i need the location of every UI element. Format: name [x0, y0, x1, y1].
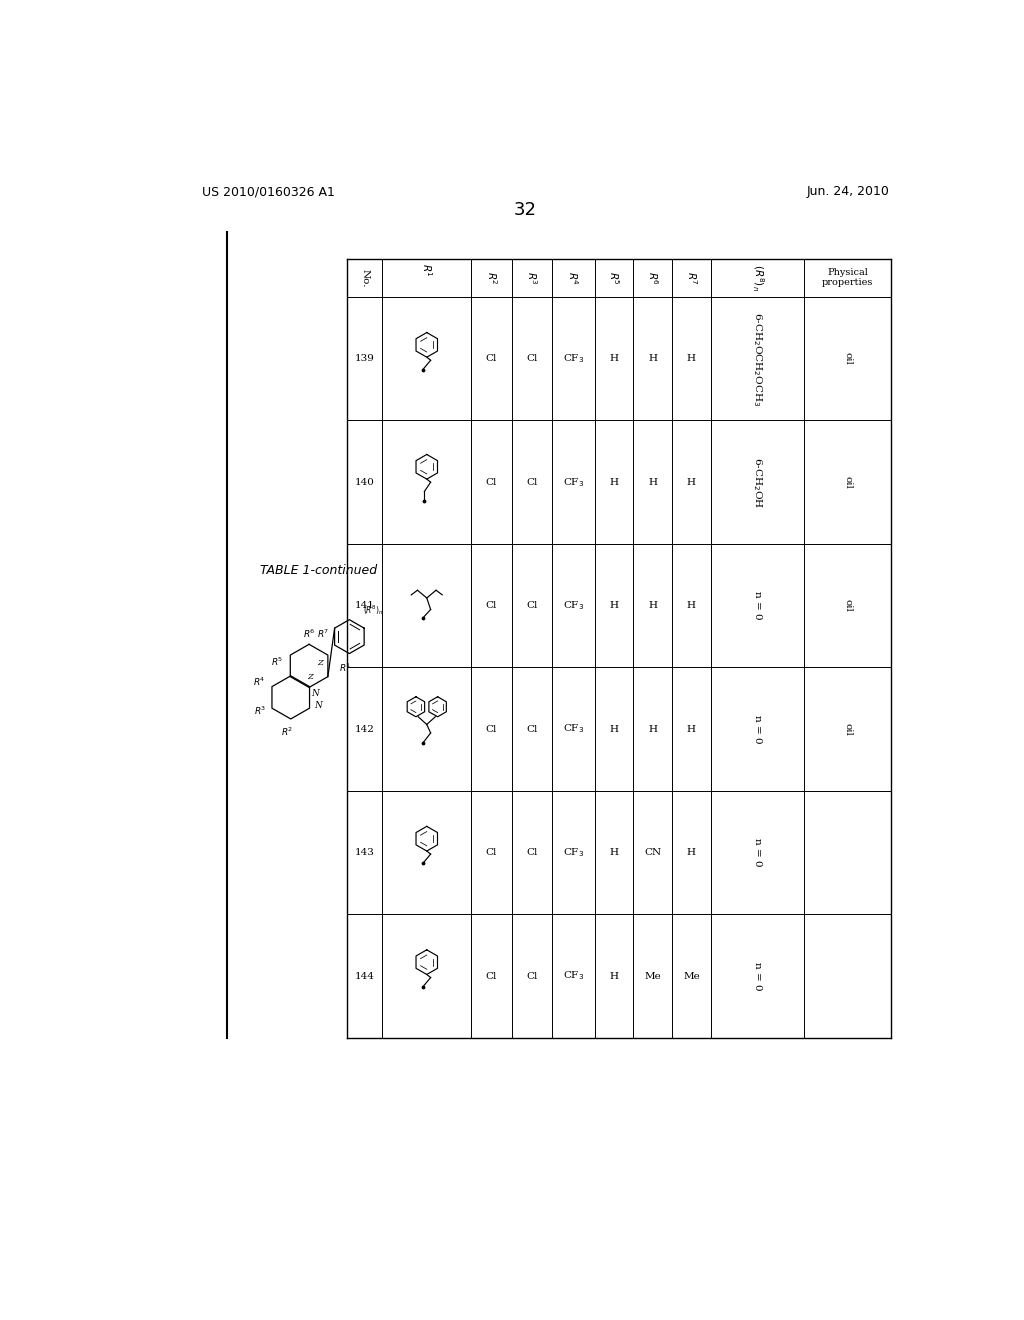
Text: Me: Me	[683, 972, 699, 981]
Text: H: H	[687, 847, 696, 857]
Text: Cl: Cl	[526, 725, 538, 734]
Text: Cl: Cl	[485, 847, 498, 857]
Text: Z: Z	[317, 659, 323, 667]
Text: oil: oil	[843, 475, 852, 488]
Text: $R^3$: $R^3$	[525, 271, 539, 285]
Text: 6-CH$_2$OCH$_2$OCH$_3$: 6-CH$_2$OCH$_2$OCH$_3$	[751, 312, 764, 405]
Text: 139: 139	[355, 354, 375, 363]
Text: H: H	[609, 725, 618, 734]
Text: Cl: Cl	[526, 478, 538, 487]
Text: Physical
properties: Physical properties	[822, 268, 873, 288]
Text: 143: 143	[355, 847, 375, 857]
Text: H: H	[687, 725, 696, 734]
Text: H: H	[648, 725, 657, 734]
Text: n = 0: n = 0	[753, 838, 762, 867]
Text: Cl: Cl	[526, 601, 538, 610]
Text: $R^7$: $R^7$	[684, 271, 698, 285]
Text: Cl: Cl	[526, 847, 538, 857]
Text: $(R^8)_n$: $(R^8)_n$	[364, 603, 384, 618]
Text: $R^2$: $R^2$	[484, 271, 499, 285]
Text: $R^5$: $R^5$	[607, 271, 621, 285]
Text: Cl: Cl	[485, 478, 498, 487]
Text: $R^7$: $R^7$	[316, 628, 330, 640]
Text: Jun. 24, 2010: Jun. 24, 2010	[806, 185, 889, 198]
Text: $R^6$: $R^6$	[646, 271, 659, 285]
Text: $R^2$: $R^2$	[281, 725, 293, 738]
Text: Cl: Cl	[485, 725, 498, 734]
Text: n = 0: n = 0	[753, 715, 762, 743]
Text: H: H	[609, 601, 618, 610]
Text: CN: CN	[644, 847, 662, 857]
Text: $R^4$: $R^4$	[253, 676, 265, 688]
Text: 32: 32	[513, 201, 537, 219]
Text: 141: 141	[355, 601, 375, 610]
Text: H: H	[687, 478, 696, 487]
Text: CF$_3$: CF$_3$	[562, 475, 584, 488]
Text: n = 0: n = 0	[753, 962, 762, 990]
Text: CF$_3$: CF$_3$	[562, 599, 584, 612]
Text: $(R^8)_n$: $(R^8)_n$	[750, 264, 765, 292]
Text: N: N	[314, 701, 322, 710]
Text: Cl: Cl	[485, 601, 498, 610]
Text: CF$_3$: CF$_3$	[562, 722, 584, 735]
Text: 144: 144	[355, 972, 375, 981]
Text: $R^6$: $R^6$	[303, 628, 315, 640]
Text: H: H	[648, 601, 657, 610]
Text: oil: oil	[843, 599, 852, 612]
Text: 140: 140	[355, 478, 375, 487]
Text: $R^3$: $R^3$	[254, 705, 266, 718]
Text: $R^1$: $R^1$	[339, 661, 351, 673]
Text: US 2010/0160326 A1: US 2010/0160326 A1	[202, 185, 335, 198]
Text: H: H	[687, 354, 696, 363]
Text: $R^1$: $R^1$	[420, 263, 433, 277]
Text: Cl: Cl	[526, 354, 538, 363]
Text: 6-CH$_2$OH: 6-CH$_2$OH	[751, 457, 764, 508]
Text: $R^4$: $R^4$	[566, 271, 581, 285]
Text: CF$_3$: CF$_3$	[562, 352, 584, 366]
Text: H: H	[648, 478, 657, 487]
Text: H: H	[687, 601, 696, 610]
Text: CF$_3$: CF$_3$	[562, 970, 584, 982]
Text: H: H	[648, 354, 657, 363]
Text: H: H	[609, 354, 618, 363]
Text: TABLE 1-continued: TABLE 1-continued	[260, 564, 377, 577]
Text: H: H	[609, 972, 618, 981]
Text: Cl: Cl	[485, 972, 498, 981]
Text: oil: oil	[843, 352, 852, 366]
Text: No.: No.	[360, 268, 370, 286]
Text: Cl: Cl	[526, 972, 538, 981]
Text: CF$_3$: CF$_3$	[562, 846, 584, 859]
Text: n = 0: n = 0	[753, 591, 762, 620]
Text: oil: oil	[843, 722, 852, 735]
Text: 142: 142	[355, 725, 375, 734]
Text: $R^5$: $R^5$	[271, 656, 284, 668]
Text: Cl: Cl	[485, 354, 498, 363]
Text: H: H	[609, 478, 618, 487]
Text: H: H	[609, 847, 618, 857]
Text: Me: Me	[644, 972, 662, 981]
Text: N: N	[311, 689, 319, 698]
Text: Z: Z	[307, 673, 313, 681]
